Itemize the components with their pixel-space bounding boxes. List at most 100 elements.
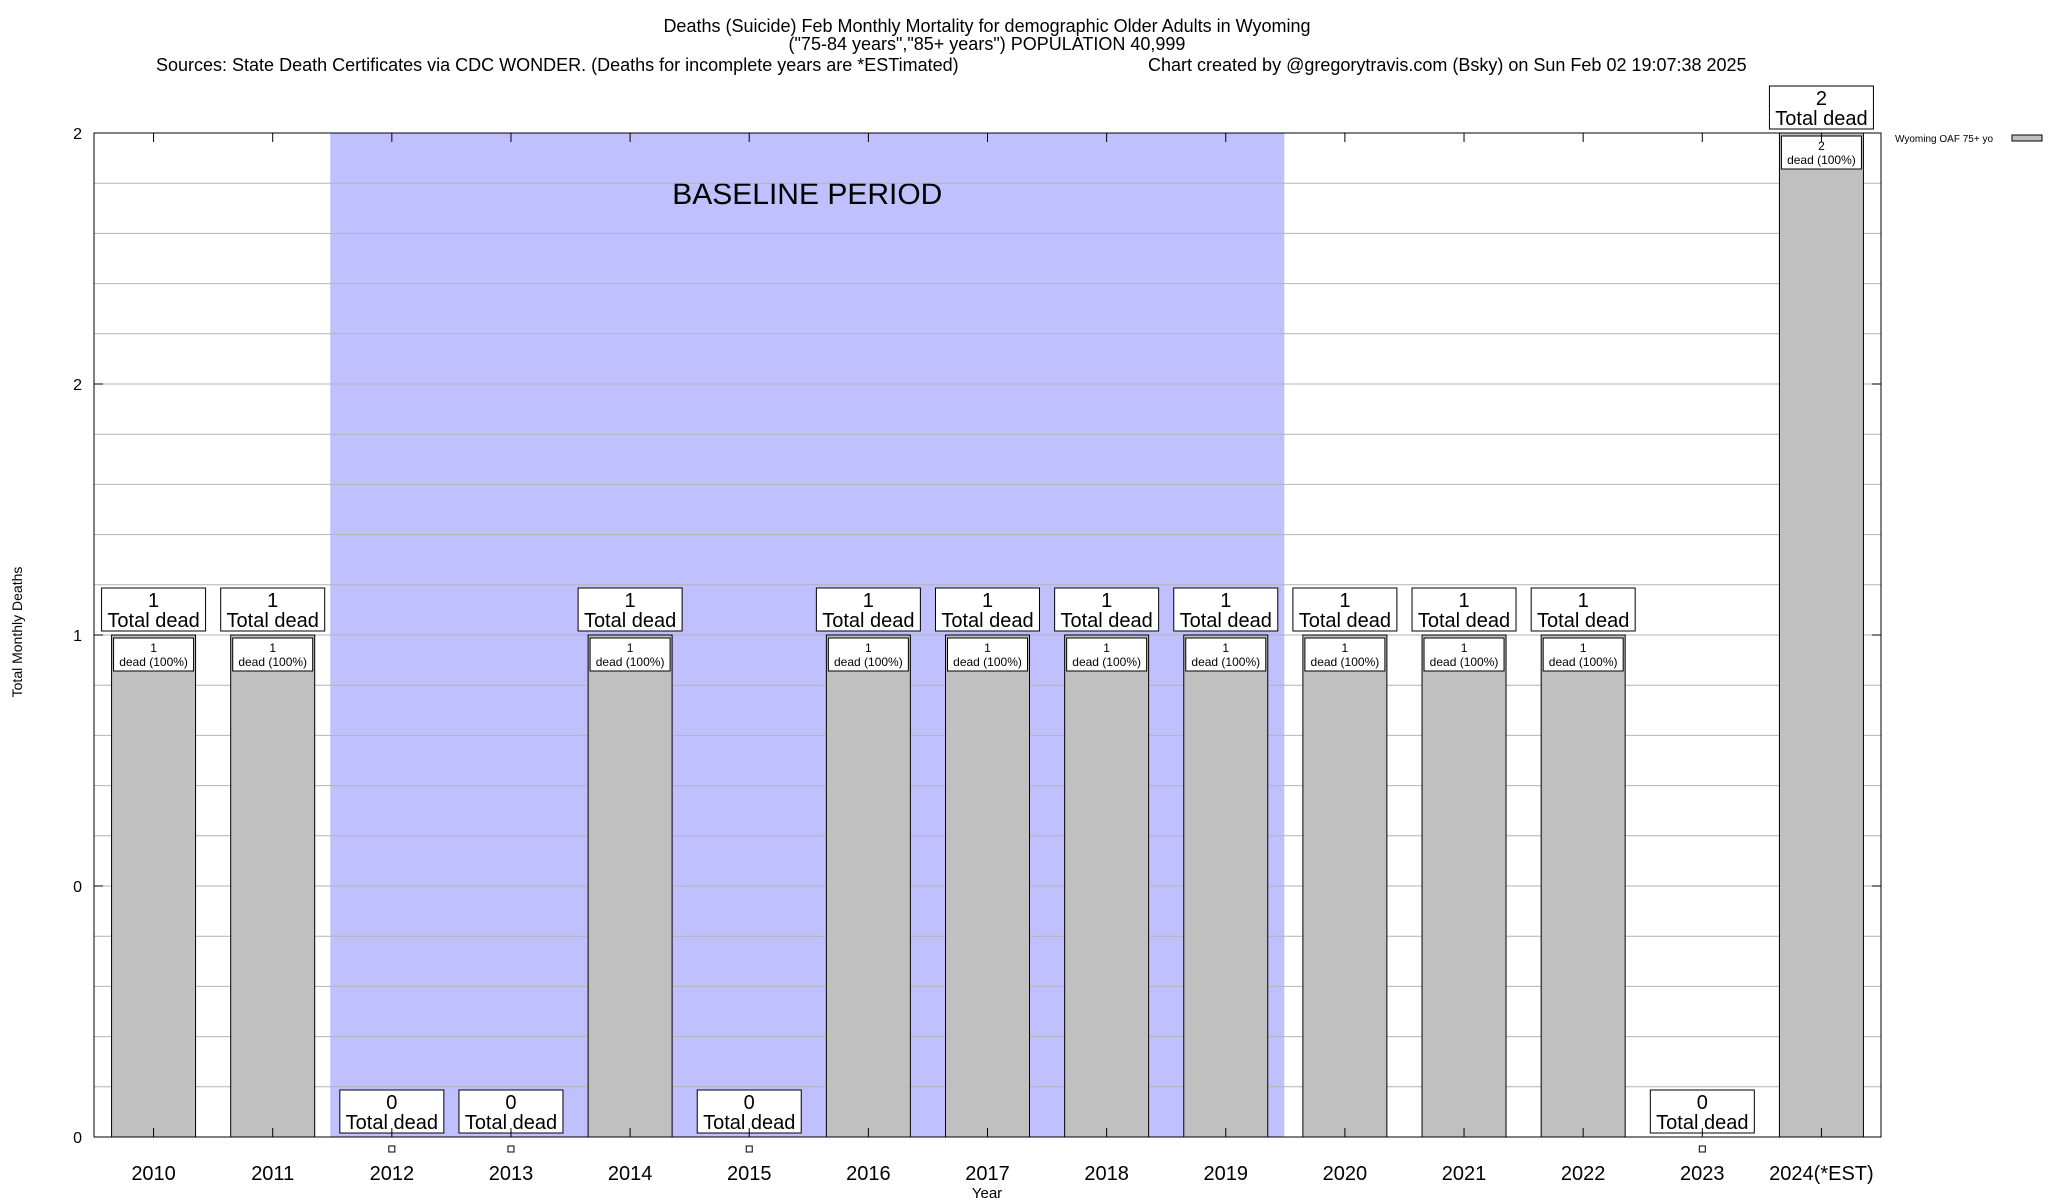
bar-total-count: 1 bbox=[982, 590, 993, 612]
bar-inner-label-box bbox=[827, 637, 909, 672]
y-tick-label: 1 bbox=[73, 628, 82, 645]
bar-total-label-box bbox=[1411, 587, 1517, 632]
bar-total-count: 1 bbox=[1339, 590, 1350, 612]
bar-total-label-box bbox=[1173, 587, 1279, 632]
x-tick-label: 2017 bbox=[965, 1163, 1010, 1185]
bar-total-text: Total dead bbox=[703, 1112, 795, 1134]
chart-sources: Sources: State Death Certificates via CD… bbox=[156, 55, 959, 75]
bar-total-label-box bbox=[935, 587, 1040, 632]
bar-inner-label-box bbox=[232, 637, 314, 672]
bar-inner-label-box bbox=[1304, 637, 1386, 672]
bar-inner-label-box bbox=[1066, 637, 1148, 672]
legend-label: Wyoming OAF 75+ yo bbox=[1895, 134, 1993, 145]
bar-2024(*EST) bbox=[1778, 132, 1864, 1138]
x-tick-label: 2021 bbox=[1442, 1163, 1487, 1185]
x-tick-label: 2020 bbox=[1323, 1163, 1368, 1185]
bar-inner-count: 1 bbox=[1103, 641, 1110, 655]
bar-inner-count: 1 bbox=[1222, 641, 1229, 655]
bar-total-count: 1 bbox=[148, 590, 159, 612]
y-tick-label: 2 bbox=[73, 126, 82, 143]
bar-inner-count: 1 bbox=[1342, 641, 1349, 655]
bar-total-count: 1 bbox=[625, 590, 636, 612]
bar-total-text: Total dead bbox=[1537, 610, 1629, 632]
bar-total-text: Total dead bbox=[1775, 108, 1867, 130]
bar-total-label-box bbox=[1292, 587, 1398, 632]
bar-total-text: Total dead bbox=[822, 610, 914, 632]
zero-marker bbox=[1698, 1145, 1706, 1153]
bar-inner-count: 1 bbox=[1461, 641, 1468, 655]
y-tick-label: 0 bbox=[73, 1130, 82, 1147]
x-tick-label: 2019 bbox=[1204, 1163, 1249, 1185]
bar-inner-count: 2 bbox=[1818, 139, 1825, 153]
bar-inner-label-box bbox=[589, 637, 671, 672]
bar-total-label-box bbox=[696, 1089, 802, 1134]
bar-inner-count: 1 bbox=[269, 641, 276, 655]
bar-total-count: 0 bbox=[1697, 1092, 1708, 1114]
bar-total-text: Total dead bbox=[346, 1112, 438, 1134]
bar-inner-pct: dead (100%) bbox=[119, 655, 188, 669]
bar-total-count: 1 bbox=[1578, 590, 1589, 612]
bar-inner-pct: dead (100%) bbox=[596, 655, 665, 669]
bar-inner-pct: dead (100%) bbox=[1072, 655, 1141, 669]
x-axis-label: Year bbox=[972, 1185, 1002, 1200]
x-tick-label: 2011 bbox=[251, 1163, 294, 1185]
bar-2017 bbox=[945, 634, 1030, 1138]
bar-total-count: 2 bbox=[1816, 88, 1827, 110]
y-tick-label: 2 bbox=[73, 377, 82, 394]
x-tick-label: 2018 bbox=[1084, 1163, 1129, 1185]
x-tick-label: 2013 bbox=[489, 1163, 534, 1185]
bar-total-text: Total dead bbox=[1418, 610, 1510, 632]
bar-total-count: 1 bbox=[1101, 590, 1112, 612]
bar-total-label-box bbox=[1054, 587, 1160, 632]
bar-inner-pct: dead (100%) bbox=[953, 655, 1022, 669]
x-tick-label: 2010 bbox=[131, 1163, 176, 1185]
zero-marker bbox=[388, 1145, 396, 1153]
x-tick-label: 2012 bbox=[370, 1163, 415, 1185]
legend: Wyoming OAF 75+ yo bbox=[1895, 134, 2043, 145]
bar-total-label-box bbox=[101, 587, 207, 632]
bar-inner-count: 1 bbox=[1580, 641, 1587, 655]
bar-inner-pct: dead (100%) bbox=[834, 655, 903, 669]
bar-total-label-box bbox=[339, 1089, 445, 1134]
bar-inner-pct: dead (100%) bbox=[238, 655, 307, 669]
bar-2019 bbox=[1183, 634, 1269, 1138]
bar-total-text: Total dead bbox=[941, 610, 1033, 632]
bar-total-count: 0 bbox=[386, 1092, 397, 1114]
bar-total-count: 1 bbox=[1220, 590, 1231, 612]
bar-total-count: 1 bbox=[1458, 590, 1469, 612]
bar-2016 bbox=[825, 634, 911, 1138]
chart-credit: Chart created by @gregorytravis.com (Bsk… bbox=[1148, 55, 1747, 75]
bar-inner-label-box bbox=[947, 637, 1028, 672]
bar-total-label-box bbox=[458, 1089, 564, 1134]
bar-2022 bbox=[1540, 634, 1626, 1138]
x-tick-label: 2022 bbox=[1561, 1163, 1606, 1185]
bar-inner-label-box bbox=[113, 637, 195, 672]
bar-inner-pct: dead (100%) bbox=[1430, 655, 1499, 669]
bar-2021 bbox=[1421, 634, 1507, 1138]
bar-total-text: Total dead bbox=[465, 1112, 557, 1134]
zero-marker bbox=[745, 1145, 753, 1153]
bar-total-count: 1 bbox=[267, 590, 278, 612]
y-tick-label: 0 bbox=[73, 879, 82, 896]
bar-total-label-box bbox=[220, 587, 326, 632]
bar-total-text: Total dead bbox=[584, 610, 676, 632]
bar-2010 bbox=[111, 634, 197, 1138]
bar-inner-label-box bbox=[1542, 637, 1624, 672]
bar-total-label-box bbox=[577, 587, 683, 632]
bar-total-text: Total dead bbox=[1656, 1112, 1748, 1134]
bar-total-text: Total dead bbox=[1060, 610, 1152, 632]
bar-2020 bbox=[1302, 634, 1388, 1138]
bar-inner-label-box bbox=[1423, 637, 1505, 672]
x-tick-label: 2014 bbox=[608, 1163, 653, 1185]
bar-inner-pct: dead (100%) bbox=[1549, 655, 1618, 669]
bar-2018 bbox=[1064, 634, 1150, 1138]
chart-title-line-1: Deaths (Suicide) Feb Monthly Mortality f… bbox=[663, 16, 1310, 36]
x-tick-label: 2015 bbox=[727, 1163, 772, 1185]
x-tick-label: 2023 bbox=[1680, 1163, 1725, 1185]
bar-total-text: Total dead bbox=[1180, 610, 1272, 632]
bar-total-label-box bbox=[815, 587, 921, 632]
bar-2011 bbox=[230, 634, 316, 1138]
legend-swatch bbox=[2011, 134, 2043, 142]
bar-2014 bbox=[587, 634, 673, 1138]
x-tick-label: 2016 bbox=[846, 1163, 891, 1185]
